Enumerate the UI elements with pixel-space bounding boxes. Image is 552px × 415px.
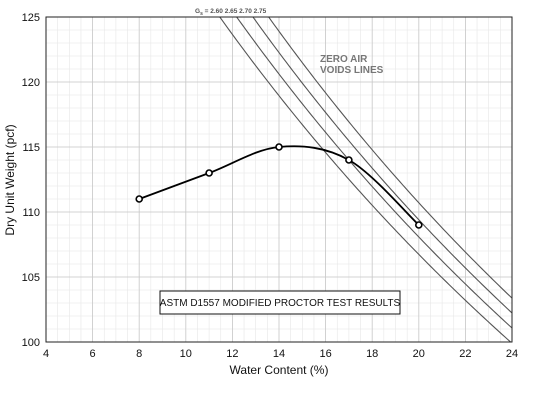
x-tick-label: 20 <box>413 348 425 360</box>
y-tick-label: 120 <box>22 77 40 89</box>
gs-symbol: G <box>195 8 200 15</box>
x-tick-label: 22 <box>459 348 471 360</box>
x-axis-label: Water Content (%) <box>230 363 329 377</box>
zav-label-line2: VOIDS LINES <box>320 65 384 76</box>
x-tick-label: 4 <box>43 348 49 360</box>
x-tick-label: 10 <box>180 348 192 360</box>
gs-subscript: s <box>200 11 203 17</box>
compaction-curve <box>138 145 420 226</box>
zero-air-voids-lines <box>219 17 512 342</box>
gs-values: = 2.60 2.65 2.70 2.75 <box>203 8 267 15</box>
x-tick-label: 12 <box>226 348 238 360</box>
x-tick-labels: 4 6 8 10 12 14 16 18 20 22 24 <box>43 348 518 360</box>
y-tick-label: 125 <box>22 12 40 24</box>
zav-label-line1: ZERO AIR <box>320 54 368 65</box>
x-tick-label: 6 <box>90 348 96 360</box>
annotation-box <box>159 290 401 315</box>
x-tick-label: 14 <box>273 348 285 360</box>
compaction-curve-path <box>138 145 420 226</box>
data-point <box>135 195 143 203</box>
zav-curve <box>219 17 512 342</box>
data-point <box>414 221 423 229</box>
x-tick-label: 8 <box>136 348 142 360</box>
y-tick-label: 110 <box>22 207 40 219</box>
data-point <box>205 169 213 177</box>
annotation-text: ASTM D1557 MODIFIED PROCTOR TEST RESULTS <box>160 298 401 309</box>
data-points <box>135 143 423 229</box>
y-axis-label: Dry Unit Weight (pcf) <box>3 124 17 235</box>
data-point <box>345 156 353 164</box>
x-tick-label: 18 <box>366 348 378 360</box>
zav-curve <box>267 17 512 299</box>
y-tick-labels: 100 105 110 115 120 125 <box>22 12 40 349</box>
x-tick-label: 24 <box>506 348 518 360</box>
gs-values-label: Gs = 2.60 2.65 2.70 2.75 <box>195 8 267 17</box>
y-tick-label: 105 <box>22 272 40 284</box>
zav-curve <box>236 17 512 329</box>
y-tick-label: 115 <box>22 142 40 154</box>
x-tick-label: 16 <box>319 348 331 360</box>
plot-frame <box>45 16 513 343</box>
zav-curve <box>252 17 512 314</box>
data-point <box>275 143 283 151</box>
y-tick-label: 100 <box>22 337 40 349</box>
